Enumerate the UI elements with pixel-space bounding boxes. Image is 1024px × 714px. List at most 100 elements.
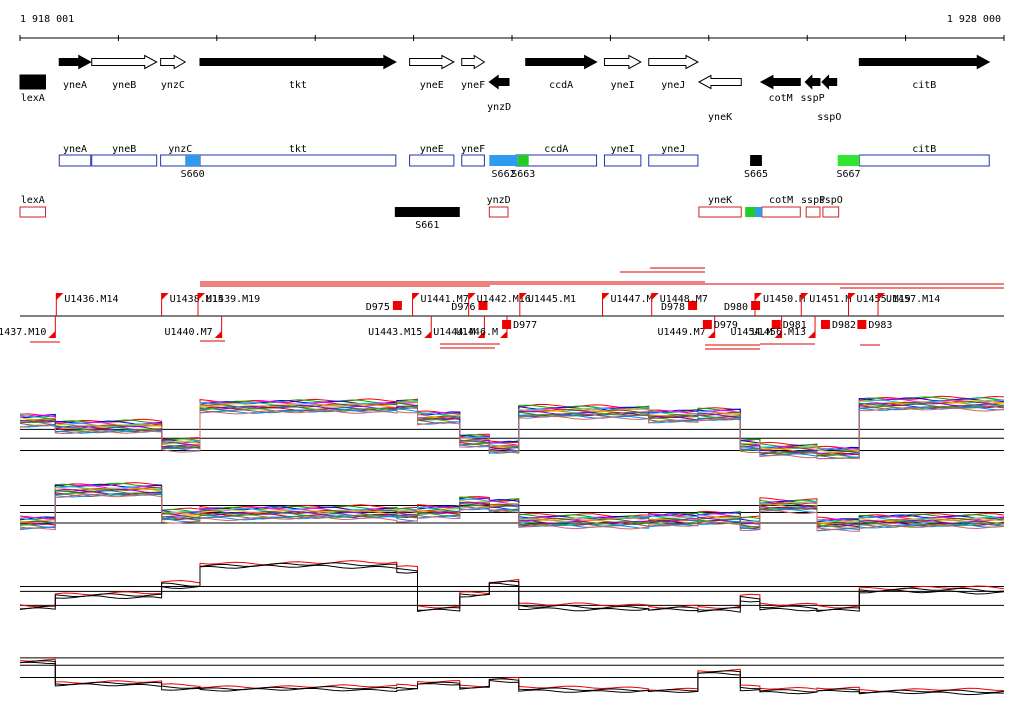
promoter-marker[interactable] — [602, 293, 610, 300]
feature-label: U1451.M — [809, 294, 851, 305]
terminator-marker[interactable] — [702, 320, 712, 329]
feature-label: U1436.M14 — [64, 294, 118, 305]
gene-arrow[interactable] — [488, 74, 510, 90]
gene-label: yneE — [420, 80, 444, 91]
promoter-marker[interactable] — [424, 331, 432, 338]
profile-line — [19, 489, 1004, 529]
feature-label: D978 — [661, 302, 685, 313]
forward-segment[interactable] — [489, 155, 518, 166]
terminator-marker[interactable] — [857, 320, 867, 329]
gene-arrow[interactable] — [603, 54, 642, 70]
reverse-segment-label: S661 — [415, 220, 439, 231]
reverse-box-label: cotM — [769, 195, 793, 206]
promoter-marker[interactable] — [878, 293, 886, 300]
forward-segment[interactable] — [837, 155, 860, 166]
reverse-segment[interactable] — [394, 207, 460, 217]
forward-box[interactable] — [58, 154, 92, 167]
promoter-marker[interactable] — [808, 331, 816, 338]
feature-label: U1442.M16 — [477, 294, 531, 305]
gene-arrow[interactable] — [858, 54, 991, 70]
gene-arrow[interactable] — [648, 54, 699, 70]
feature-label: U1437.M10 — [0, 327, 46, 338]
forward-box[interactable] — [409, 154, 455, 167]
profile-line — [19, 493, 1004, 532]
feature-label: U1439.M19 — [206, 294, 260, 305]
promoter-marker[interactable] — [56, 293, 64, 300]
gene-arrow[interactable] — [821, 74, 838, 90]
promoter-marker[interactable] — [468, 293, 476, 300]
forward-box-label: tkt — [289, 144, 307, 155]
profile-panel — [19, 657, 1004, 696]
promoter-marker[interactable] — [651, 293, 659, 300]
reverse-box[interactable] — [761, 206, 801, 218]
reverse-box[interactable] — [822, 206, 840, 218]
expression-profile-panels — [19, 395, 1004, 696]
terminator-marker[interactable] — [502, 320, 512, 329]
gene-label: sspP — [801, 93, 825, 104]
forward-segment-label: S662 — [492, 169, 516, 180]
forward-segment[interactable] — [185, 155, 200, 166]
promoter-marker[interactable] — [755, 293, 763, 300]
gene-arrow[interactable] — [697, 74, 742, 90]
forward-box[interactable] — [199, 154, 397, 167]
terminator-marker[interactable] — [820, 320, 830, 329]
gene-arrow[interactable] — [160, 54, 187, 70]
forward-box-label: ccdA — [544, 144, 568, 155]
feature-label: D981 — [783, 320, 807, 331]
reverse-box[interactable] — [19, 206, 46, 218]
gene-arrow[interactable] — [804, 74, 821, 90]
forward-segment[interactable] — [517, 155, 529, 166]
promoter-marker[interactable] — [198, 293, 206, 300]
forward-segment-label: S665 — [744, 169, 768, 180]
promoter-marker[interactable] — [500, 331, 508, 338]
profile-line — [19, 661, 1004, 696]
reverse-box[interactable] — [488, 206, 509, 218]
forward-box[interactable] — [91, 154, 158, 167]
promoter-marker[interactable] — [801, 293, 809, 300]
gene-label: citB — [912, 80, 936, 91]
terminator-marker[interactable] — [478, 301, 488, 310]
feature-label: D982 — [832, 320, 856, 331]
gene-arrow[interactable] — [525, 54, 598, 70]
feature-label: D983 — [868, 320, 892, 331]
reverse-segment[interactable] — [755, 207, 762, 217]
reverse-box[interactable] — [805, 206, 821, 218]
promoter-marker[interactable] — [774, 331, 782, 338]
reverse-box-label: sspO — [819, 195, 843, 206]
promoter-marker[interactable] — [707, 331, 715, 338]
promoter-marker[interactable] — [519, 293, 527, 300]
promoter-marker[interactable] — [161, 293, 169, 300]
reverse-box-label: lexA — [21, 195, 45, 206]
promoter-marker[interactable] — [412, 293, 420, 300]
gene-arrow[interactable] — [409, 54, 455, 70]
forward-box[interactable] — [603, 154, 642, 167]
terminator-marker[interactable] — [392, 301, 402, 310]
promoter-marker[interactable] — [848, 293, 856, 300]
forward-box[interactable] — [461, 154, 485, 167]
reverse-segment[interactable] — [745, 207, 756, 217]
gene-label: tkt — [289, 80, 307, 91]
promoter-marker[interactable] — [48, 331, 56, 338]
terminator-marker[interactable] — [751, 301, 761, 310]
profile-line — [19, 399, 1004, 453]
gene-arrow[interactable] — [759, 74, 801, 90]
forward-box[interactable] — [648, 154, 699, 167]
reverse-box[interactable] — [698, 206, 742, 218]
gene-arrow[interactable] — [461, 54, 486, 70]
terminator-marker[interactable] — [688, 301, 698, 310]
gene-arrow[interactable] — [91, 54, 158, 70]
gene-arrow[interactable] — [58, 54, 92, 70]
forward-box-label: yneA — [63, 144, 87, 155]
profile-line — [19, 482, 1004, 522]
profile-line — [19, 492, 1004, 530]
gene-arrow[interactable] — [19, 74, 46, 90]
terminator-marker[interactable] — [771, 320, 781, 329]
promoter-marker[interactable] — [477, 331, 485, 338]
forward-box[interactable] — [858, 154, 990, 167]
promoter-marker[interactable] — [214, 331, 222, 338]
forward-segment[interactable] — [750, 155, 762, 166]
feature-label: U1446.M — [456, 327, 498, 338]
gene-arrow[interactable] — [199, 54, 397, 70]
